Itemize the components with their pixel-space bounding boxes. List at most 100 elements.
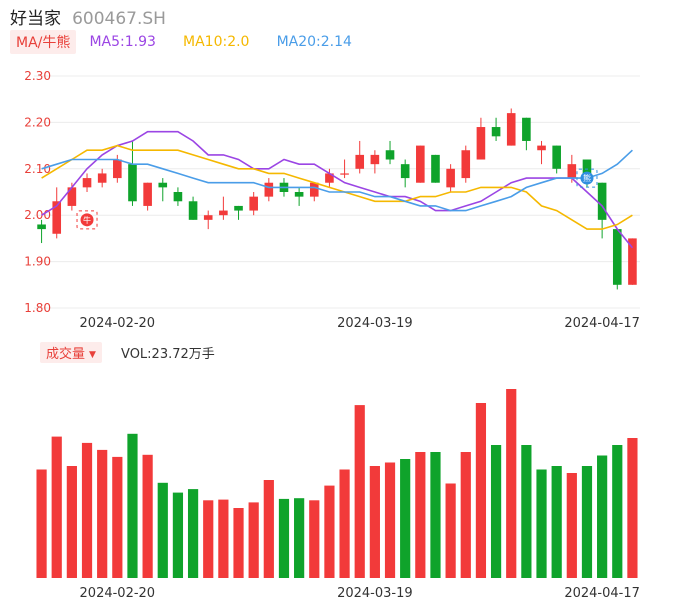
candle	[537, 140, 546, 165]
bull-marker-icon: 牛	[76, 210, 98, 230]
candle-body	[219, 210, 228, 216]
candle-body	[203, 215, 213, 220]
volume-bar	[233, 508, 244, 578]
volume-bar	[490, 445, 502, 578]
candle-body	[52, 201, 62, 234]
bear-marker-icon: 熊	[576, 168, 598, 188]
candle	[219, 196, 228, 220]
candle	[522, 117, 531, 151]
volume-bar	[172, 492, 184, 578]
candle-body	[552, 145, 561, 169]
caret-down-icon: ▼	[89, 349, 96, 360]
candle	[385, 140, 395, 165]
bear-marker-frame	[576, 168, 598, 188]
ma5-legend: MA5:1.93	[89, 34, 156, 50]
candle	[264, 178, 274, 202]
ma5-line	[41, 130, 634, 249]
candle	[400, 159, 410, 188]
bear-marker-dot	[580, 171, 594, 185]
volume-bar	[627, 438, 638, 578]
volume-bar	[278, 498, 290, 578]
bull-marker-label: 牛	[83, 215, 91, 225]
candle-body	[612, 229, 622, 285]
volume-bar	[566, 473, 577, 578]
volume-bar	[369, 466, 380, 578]
volume-bar	[536, 469, 547, 578]
ma10-legend: MA10:2.0	[183, 34, 250, 50]
x-tick-label: 2024-03-19	[337, 316, 413, 330]
volume-bar	[415, 452, 426, 578]
candle-body	[537, 145, 546, 151]
volume-bar	[309, 500, 320, 578]
candle	[355, 140, 365, 174]
candle	[628, 238, 637, 285]
candle	[188, 196, 198, 220]
candle	[416, 145, 425, 183]
candle	[173, 187, 183, 206]
candle-body	[597, 182, 607, 220]
volume-bar	[354, 405, 365, 578]
y-tick-label: 1.90	[24, 255, 51, 269]
volume-bar	[597, 455, 608, 578]
x-tick-label: 2024-02-20	[80, 586, 156, 601]
volume-bar	[51, 436, 62, 578]
volume-bar	[112, 456, 123, 578]
candle	[128, 140, 137, 206]
candle	[506, 108, 516, 146]
volume-bar	[142, 454, 153, 578]
candle-body	[325, 173, 334, 183]
candle	[325, 168, 334, 188]
volume-bar	[294, 498, 305, 578]
x-tick-label: 2024-04-17	[564, 316, 640, 330]
candle	[431, 154, 440, 183]
candle	[234, 205, 243, 220]
candle-body	[37, 224, 46, 230]
ma-type-selector[interactable]: MA/牛熊	[10, 30, 77, 54]
candle-body	[400, 164, 410, 179]
volume-bar	[66, 466, 77, 578]
y-tick-label: 2.10	[24, 162, 51, 176]
volume-bar	[581, 466, 593, 578]
candle-body	[82, 178, 92, 188]
ma-legend: MA/牛熊 MA5:1.93 MA10:2.0 MA20:2.14	[10, 30, 352, 54]
candle-body	[173, 192, 183, 202]
candle	[309, 182, 319, 202]
candle-body	[67, 187, 77, 206]
volume-bar	[97, 449, 108, 578]
candle-body	[431, 154, 440, 183]
candle	[491, 117, 501, 141]
y-tick-label: 2.00	[24, 208, 51, 222]
candle-body	[234, 205, 243, 211]
volume-bar	[400, 459, 411, 578]
volume-bar	[612, 445, 623, 578]
kline-chart[interactable]: 2.30 2.20 2.10 2.00 1.90 1.80 2024-02-20 2024-0…	[0, 60, 686, 330]
y-tick-label: 2.30	[24, 69, 51, 83]
volume-bar	[506, 389, 517, 578]
volume-bar	[475, 403, 487, 578]
volume-indicator-selector[interactable]: 成交量 ▼	[40, 342, 102, 363]
x-tick-label: 2024-04-17	[564, 586, 640, 601]
x-tick-label: 2024-02-20	[80, 316, 156, 330]
candle-body	[567, 164, 577, 179]
candle-body	[385, 150, 395, 160]
volume-tag-label: 成交量	[46, 347, 86, 362]
candle-body	[128, 164, 137, 202]
volume-legend: 成交量 ▼ VOL:23.72万手	[40, 342, 215, 363]
volume-chart[interactable]: 2024-02-20 2024-03-19 2024-04-17	[0, 370, 686, 606]
candle-body	[113, 159, 122, 179]
candle-body	[506, 113, 516, 146]
candle-body	[249, 196, 258, 211]
candle	[52, 187, 62, 239]
volume-bar	[384, 462, 396, 578]
x-tick-label: 2024-03-19	[337, 586, 413, 601]
ma20-legend: MA20:2.14	[276, 34, 352, 50]
candle	[37, 219, 46, 244]
volume-bar	[127, 433, 138, 578]
volume-bar	[521, 445, 532, 578]
candle-body	[491, 127, 501, 137]
volume-bar	[218, 499, 229, 578]
volume-bar	[263, 480, 274, 578]
candle-body	[628, 238, 637, 285]
candle-body	[264, 182, 274, 197]
candle-body	[416, 145, 425, 183]
